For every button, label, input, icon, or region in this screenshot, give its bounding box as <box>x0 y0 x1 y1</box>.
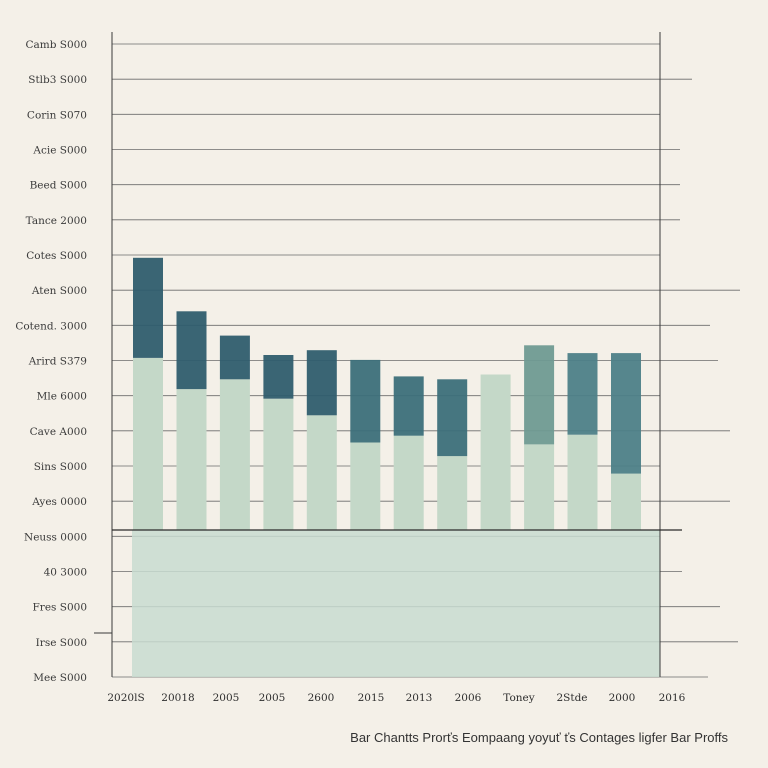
y-tick-label: Mle 6000 <box>37 391 87 403</box>
y-tick-label: 40 3000 <box>44 567 87 579</box>
dark-bar <box>611 353 641 474</box>
dark-bar <box>567 353 598 435</box>
light-bar <box>219 379 250 530</box>
dark-bar <box>437 379 468 457</box>
x-tick-label: 2000 <box>609 692 636 704</box>
light-bar <box>480 374 511 530</box>
light-bar <box>263 398 294 530</box>
dark-bar <box>524 345 555 445</box>
x-tick-label: Toney <box>503 692 534 704</box>
y-tick-label: Sins S000 <box>34 461 87 473</box>
x-axis-labels: 2020lS 20018 2005 2005 2600 2015 2013 2006 Toney… <box>107 692 685 704</box>
dark-bar <box>263 355 294 399</box>
y-tick-label: Tance 2000 <box>26 215 87 227</box>
x-tick-label: 2015 <box>358 692 385 704</box>
y-tick-label: Aten S000 <box>31 285 87 297</box>
x-tick-label: 2005 <box>213 692 240 704</box>
y-tick-label: Ayes 0000 <box>31 496 87 508</box>
y-tick-label: Irse S000 <box>36 637 87 649</box>
dark-bar <box>350 359 381 443</box>
y-tick-label: Camb S000 <box>25 39 87 51</box>
x-tick-label: 2006 <box>455 692 482 704</box>
light-bar <box>567 434 598 530</box>
base-band <box>132 530 660 677</box>
x-tick-label: 2016 <box>659 692 686 704</box>
dark-bar <box>176 311 207 390</box>
light-bar <box>524 444 555 530</box>
dark-bars <box>133 257 641 474</box>
axes <box>94 32 682 677</box>
dark-bar <box>306 350 337 416</box>
dark-bar <box>133 257 163 358</box>
x-tick-label: 2020lS <box>107 692 144 704</box>
light-bar <box>133 358 163 530</box>
x-tick-label: 2600 <box>308 692 335 704</box>
y-axis-labels: Camb S000 Stlb3 S000 Corin S070 Acie S000 Be… <box>15 39 87 684</box>
y-tick-label: Acie S000 <box>32 145 87 157</box>
y-tick-label: Arird S379 <box>28 356 87 368</box>
x-tick-label: 2Stde <box>556 692 587 704</box>
light-bar <box>437 456 468 530</box>
light-bar <box>306 415 337 530</box>
light-bar <box>176 389 207 530</box>
dark-bar <box>393 376 424 436</box>
y-tick-label: Neuss 0000 <box>24 531 87 543</box>
light-bar <box>611 473 641 530</box>
y-tick-label: Fres S000 <box>33 602 87 614</box>
x-tick-label: 2013 <box>406 692 433 704</box>
chart-caption: Bar Chantts Prorťs Eompaang yoyuť ťs Con… <box>350 730 728 745</box>
y-tick-label: Beed S000 <box>30 180 87 192</box>
y-tick-label: Stlb3 S000 <box>28 74 87 86</box>
y-tick-label: Cave A000 <box>30 426 87 438</box>
x-tick-label: 2005 <box>259 692 286 704</box>
y-tick-label: Cotend. 3000 <box>15 320 87 332</box>
light-bars <box>133 358 641 530</box>
light-bar <box>350 442 381 530</box>
light-bar <box>393 435 424 530</box>
y-tick-label: Mee S000 <box>33 672 87 684</box>
base-band-rect <box>132 530 660 677</box>
y-tick-label: Corin S070 <box>27 109 87 121</box>
y-tick-label: Cotes S000 <box>26 250 87 262</box>
dark-bar <box>219 335 250 380</box>
x-tick-label: 20018 <box>161 692 194 704</box>
